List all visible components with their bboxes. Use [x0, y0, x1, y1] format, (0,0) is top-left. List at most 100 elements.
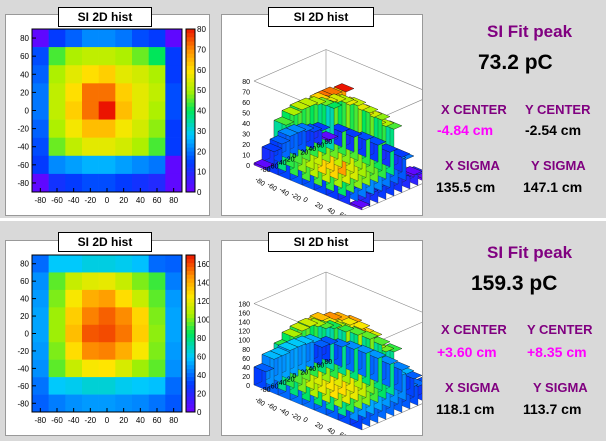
heatmap-cell — [48, 307, 66, 326]
z-tick-label: 80 — [242, 347, 250, 354]
heatmap-cell — [82, 137, 99, 157]
heatmap-cell — [32, 359, 49, 378]
colorbar-segment — [186, 167, 195, 172]
heatmap-cell — [148, 324, 166, 343]
colorbar-segment — [186, 404, 195, 409]
colorbar-segment — [186, 33, 195, 38]
heatmap-cell — [165, 83, 183, 102]
y-tick-label: -80 — [17, 399, 29, 408]
heatmap-cell — [165, 155, 183, 175]
y-tick-label: 0 — [25, 330, 30, 339]
y-tick-label: -40 — [17, 143, 29, 152]
y-center-value-1: -2.54 cm — [525, 122, 582, 138]
colorbar-tick-label: 60 — [197, 353, 206, 362]
x-tick-label: 40 — [325, 426, 335, 435]
heatmap-cell — [98, 255, 116, 273]
heatmap-cell — [115, 394, 133, 413]
heatmap-cell — [65, 359, 83, 378]
y-tick-label: 20 — [300, 369, 308, 376]
colorbar-segment — [186, 187, 195, 193]
heatmap-cell — [98, 173, 116, 193]
fit-peak-label-2: SI Fit peak — [487, 243, 573, 262]
box-edge — [253, 271, 327, 304]
x-tick-label: 20 — [119, 196, 128, 205]
heatmap-cell — [98, 342, 116, 360]
box-edge — [253, 49, 327, 82]
colorbar-segment — [186, 302, 195, 307]
heatmap-cell — [132, 324, 149, 343]
heatmap-cell — [32, 377, 49, 395]
y-tick-label: -80 — [260, 167, 270, 174]
colorbar-tick-label: 160 — [197, 260, 209, 269]
x-tick-label: 60 — [153, 196, 162, 205]
heatmap-cell — [98, 359, 116, 378]
colorbar-segment — [186, 53, 195, 58]
heatmap-cell — [98, 377, 116, 395]
heatmap-cell — [65, 173, 83, 193]
colorbar-segment — [186, 175, 195, 181]
heatmap-cell — [148, 65, 166, 84]
y-tick-label: 0 — [25, 107, 30, 116]
y-tick-label: -20 — [284, 376, 294, 383]
heatmap-cell — [132, 359, 149, 378]
colorbar-segment — [186, 357, 195, 362]
heatmap-cell — [32, 272, 49, 291]
colorbar-segment — [186, 262, 195, 268]
y-sigma-label-2: Y SIGMA — [533, 380, 588, 395]
heatmap-cell — [132, 377, 149, 395]
heatmap-cell — [82, 255, 99, 273]
heatmap-cell — [48, 289, 66, 308]
heatmap-cell — [165, 173, 183, 193]
fit-peak-value-2: 159.3 pC — [471, 272, 558, 295]
z-tick-label: 60 — [242, 356, 250, 363]
colorbar-segment — [186, 126, 195, 132]
surface-bar-top — [261, 143, 283, 153]
heatmap-cell — [165, 119, 183, 138]
heatmap-cell — [115, 307, 133, 326]
z-tick-label: 30 — [242, 132, 250, 139]
colorbar-segment — [186, 94, 195, 99]
colorbar-segment — [186, 321, 195, 326]
colorbar-segment — [186, 278, 195, 283]
heatmap-cell — [148, 101, 166, 120]
heatmap-cell — [115, 359, 133, 378]
heatmap-title-1: SI 2D hist — [58, 7, 152, 27]
heatmap-cell — [115, 29, 133, 48]
heatmap-cell — [115, 342, 133, 360]
heatmap-cell — [48, 83, 66, 102]
x-tick-label: -60 — [265, 401, 277, 413]
x-tick-label: -80 — [253, 396, 265, 408]
colorbar-segment — [186, 110, 195, 115]
colorbar-segment — [186, 306, 195, 311]
heatmap-cell — [65, 119, 83, 138]
y-tick-label: 40 — [308, 146, 316, 153]
colorbar-segment — [186, 29, 195, 34]
heatmap-cell — [148, 255, 166, 273]
heatmap-cell — [48, 65, 66, 84]
colorbar-segment — [186, 49, 195, 54]
z-tick-label: 20 — [242, 374, 250, 381]
heatmap-cell — [165, 394, 183, 413]
colorbar-segment — [186, 329, 195, 334]
heatmap-cell — [98, 289, 116, 308]
z-tick-label: 180 — [238, 302, 250, 309]
colorbar-segment — [186, 294, 195, 299]
heatmap-cell — [115, 289, 133, 308]
colorbar-tick-label: 0 — [197, 188, 202, 197]
heatmap-title-2: SI 2D hist — [58, 232, 152, 252]
colorbar-segment — [186, 155, 195, 160]
colorbar-segment — [186, 270, 195, 275]
heatmap-cell — [65, 324, 83, 343]
heatmap-cell — [165, 307, 183, 326]
x-tick-label: 80 — [169, 416, 178, 425]
row-divider — [0, 219, 606, 221]
colorbar-segment — [186, 360, 195, 366]
heatmap-cell — [148, 377, 166, 395]
x-tick-label: -20 — [85, 196, 97, 205]
heatmap-cell — [82, 83, 99, 102]
x-tick-label: 60 — [337, 211, 347, 215]
y-tick-label: 40 — [308, 366, 316, 373]
colorbar-tick-label: 80 — [197, 25, 206, 34]
heatmap-cell — [32, 155, 49, 175]
